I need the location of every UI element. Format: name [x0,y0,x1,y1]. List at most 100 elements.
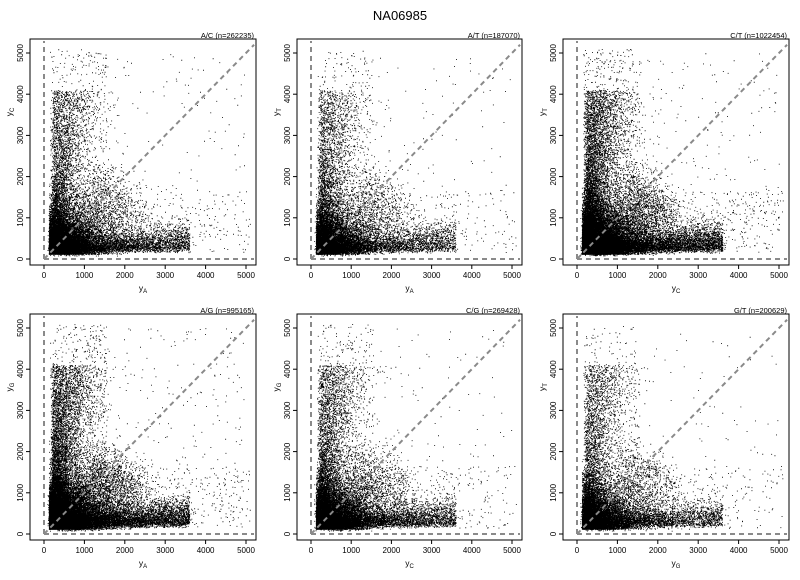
y-tick-label: 3000 [549,401,558,419]
point-cloud [314,324,517,532]
y-tick-label: 4000 [549,85,558,103]
point-cloud [47,324,251,532]
y-axis-label: yG [271,382,283,391]
x-tick-label: 4000 [730,271,748,280]
scatter-points [43,316,255,535]
x-tick-label: 5000 [237,271,255,280]
y-tick-label: 5000 [16,319,25,337]
x-tick-label: 3000 [423,546,441,555]
figure-title: NA06985 [373,8,427,23]
x-tick-label: 3000 [156,271,174,280]
x-tick-label: 5000 [503,271,521,280]
x-tick-label: 2000 [116,271,134,280]
y-tick-label: 5000 [549,44,558,62]
x-tick-label: 2000 [383,546,401,555]
scatter-points [43,41,255,260]
x-axis-label: yA [139,558,147,570]
plot-frame [562,313,790,541]
y-tick-label: 2000 [16,167,25,185]
x-axis-label: yC [405,558,414,570]
y-tick-label: 0 [549,256,558,261]
plot-frame [29,38,257,266]
y-tick-label: 0 [283,256,292,261]
y-tick-label: 4000 [283,360,292,378]
x-tick-label: 1000 [76,546,94,555]
x-tick-label: 5000 [237,546,255,555]
y-tick-label: 1000 [549,208,558,226]
panel-6: G/T (n=200629) 0 1000 2000 3000 4000 5000 0 1000… [537,306,790,570]
scatter-points [576,316,788,535]
y-tick-label: 2000 [283,167,292,185]
panel-title: A/C (n=262235) [201,31,255,40]
x-tick-label: 4000 [197,546,215,555]
x-tick-label: 1000 [609,546,627,555]
x-tick-label: 1000 [76,271,94,280]
x-tick-label: 3000 [689,271,707,280]
y-tick-label: 3000 [283,126,292,144]
y-tick-label: 4000 [549,360,558,378]
y-tick-label: 2000 [283,442,292,460]
panel-title: G/T (n=200629) [734,306,788,315]
y-tick-label: 0 [16,531,25,536]
panel-4: A/G (n=995165) 0 1000 2000 3000 4000 5000 0 1000… [4,306,257,570]
scatter-points [310,316,521,535]
x-axis-label: yC [672,283,681,295]
x-tick-label: 3000 [156,546,174,555]
y-tick-label: 3000 [16,126,25,144]
point-cloud [580,326,784,532]
y-tick-label: 3000 [549,126,558,144]
y-axis-label: yC [4,107,16,116]
y-axis-label: yT [537,108,549,116]
y-tick-label: 1000 [16,483,25,501]
panel-5: C/G (n=269428) 0 1000 2000 3000 4000 5000 0 1000… [271,306,523,570]
y-tick-label: 4000 [283,85,292,103]
x-tick-label: 3000 [423,271,441,280]
x-tick-label: 4000 [463,546,481,555]
x-tick-label: 5000 [770,546,788,555]
diagonal-reference-line [310,319,521,535]
scatter-points [310,41,521,260]
y-tick-label: 1000 [549,483,558,501]
y-tick-label: 0 [549,531,558,536]
y-tick-label: 2000 [549,167,558,185]
x-tick-label: 2000 [649,546,667,555]
plot-frame [29,313,257,541]
y-axis-label: yT [537,383,549,391]
point-cloud [314,50,517,257]
x-tick-label: 1000 [342,271,360,280]
plot-frame [296,38,523,266]
y-tick-label: 5000 [549,319,558,337]
x-tick-label: 0 [42,271,47,280]
y-tick-label: 2000 [549,442,558,460]
y-tick-label: 4000 [16,85,25,103]
x-tick-label: 4000 [730,546,748,555]
panel-2: A/T (n=187070) 0 1000 2000 3000 4000 5000 0 1000… [271,31,523,295]
point-cloud [580,49,784,257]
diagonal-reference-line [576,319,788,535]
x-tick-label: 0 [42,546,47,555]
x-tick-label: 2000 [116,546,134,555]
panel-3: C/T (n=1022454) 0 1000 2000 3000 4000 5000 0 100… [537,31,790,295]
y-tick-label: 5000 [283,44,292,62]
y-tick-label: 3000 [16,401,25,419]
x-axis-label: yA [139,283,147,295]
x-tick-label: 0 [309,271,314,280]
x-tick-label: 2000 [383,271,401,280]
y-axis-label: yT [271,108,283,116]
diagonal-reference-line [310,44,521,260]
x-tick-label: 1000 [609,271,627,280]
y-tick-label: 1000 [16,208,25,226]
x-tick-label: 3000 [689,546,707,555]
x-tick-label: 0 [575,271,580,280]
x-tick-label: 4000 [463,271,481,280]
x-tick-label: 5000 [503,546,521,555]
x-tick-label: 0 [575,546,580,555]
y-tick-label: 3000 [283,401,292,419]
y-tick-label: 1000 [283,483,292,501]
panel-title: A/G (n=995165) [200,306,254,315]
x-axis-label: yA [405,283,413,295]
x-tick-label: 2000 [649,271,667,280]
panel-title: C/T (n=1022454) [730,31,787,40]
y-tick-label: 2000 [16,442,25,460]
